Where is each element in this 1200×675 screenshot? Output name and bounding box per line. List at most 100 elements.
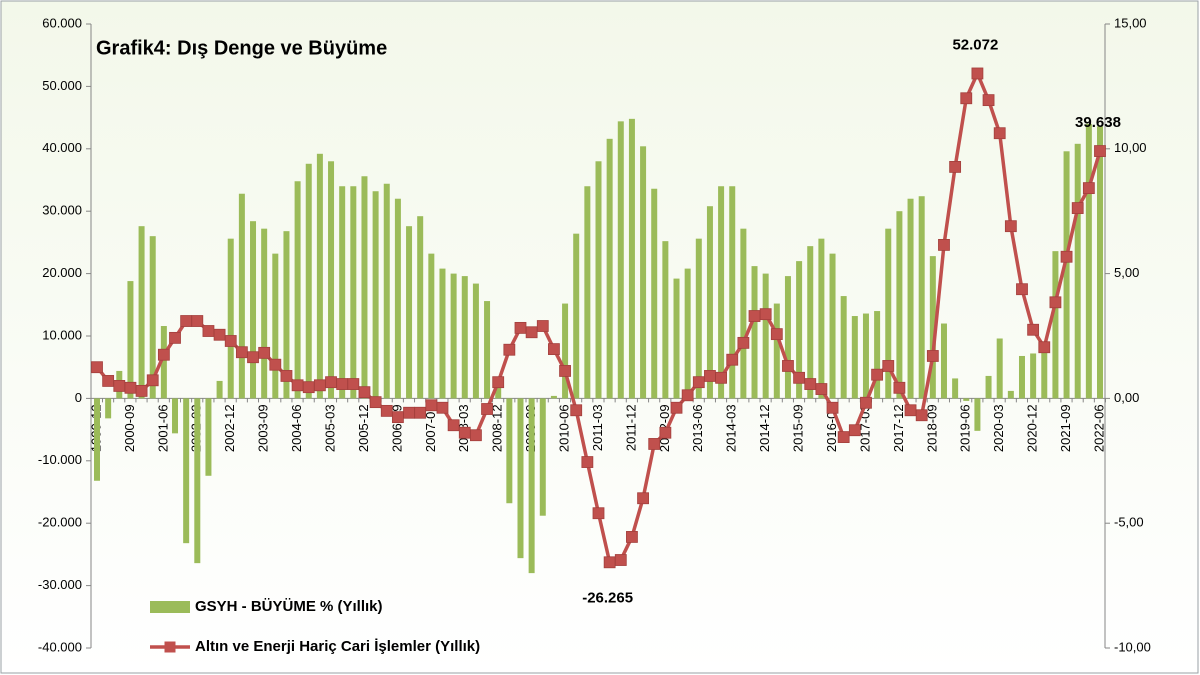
bar (528, 398, 535, 574)
bar (383, 183, 390, 399)
bar (539, 398, 546, 516)
line-marker (135, 385, 148, 397)
x-tick-label: 2021-09 (1058, 404, 1073, 452)
line-marker (347, 378, 360, 390)
bar (316, 153, 323, 399)
bar (1097, 126, 1103, 399)
bar (595, 161, 602, 399)
bar (372, 191, 379, 399)
bar (428, 253, 435, 399)
data-label: -26.265 (582, 589, 633, 606)
x-tick-label: 2004-06 (289, 404, 304, 452)
line-marker (670, 401, 683, 414)
line-marker (514, 321, 527, 334)
line-marker (258, 346, 271, 359)
bar (294, 181, 301, 399)
y-tick-label: 40.000 (42, 140, 82, 155)
bar (918, 196, 925, 399)
line-marker (982, 94, 995, 107)
bar (1030, 353, 1037, 399)
bar (450, 273, 457, 399)
line-marker (782, 360, 794, 372)
bar (1074, 143, 1081, 399)
line-marker (1027, 323, 1040, 336)
x-tick-label: 2008-12 (490, 404, 505, 452)
line-marker (938, 238, 950, 251)
y2-tick-label: 5,00 (1114, 265, 1139, 280)
y-tick-label: -30.000 (38, 577, 82, 592)
bar (1085, 123, 1092, 399)
bar (261, 228, 268, 399)
line-marker (804, 378, 817, 390)
y-tick-label: 20.000 (42, 265, 82, 280)
line-marker (1016, 283, 1028, 296)
line-marker (659, 426, 672, 439)
bar (573, 233, 580, 399)
y2-tick-label: -5,00 (1114, 515, 1144, 530)
line-marker (748, 310, 761, 322)
line-marker (915, 409, 928, 422)
bar (940, 323, 947, 399)
line-marker (637, 492, 649, 505)
bar (439, 268, 446, 399)
x-tick-label: 2015-09 (791, 404, 806, 452)
legend-label: Altın ve Enerji Hariç Cari İşlemler (Yıl… (195, 638, 480, 655)
bar (907, 198, 914, 399)
x-tick-label: 2007-06 (423, 404, 438, 452)
line-marker (737, 336, 750, 349)
line-marker (548, 343, 560, 356)
line-marker (102, 375, 115, 387)
line-marker (882, 360, 895, 372)
bar (829, 253, 836, 399)
bar (127, 281, 134, 399)
line-marker (726, 353, 739, 366)
line-marker (336, 378, 349, 390)
bar (461, 276, 468, 399)
line-marker (826, 401, 839, 414)
line-marker (157, 348, 170, 361)
bar (406, 226, 413, 399)
line-marker (525, 326, 538, 339)
bar (272, 253, 279, 399)
x-tick-label: 2017-12 (891, 404, 906, 452)
line-marker (124, 381, 137, 394)
line-marker (715, 371, 727, 384)
bar (194, 398, 201, 564)
bar (851, 316, 858, 399)
x-tick-label: 2001-06 (155, 404, 170, 452)
line-marker (1060, 250, 1073, 263)
bar (328, 161, 335, 399)
line-marker (458, 426, 471, 439)
x-tick-label: 2000-09 (122, 404, 137, 452)
x-tick-label: 2022-06 (1091, 404, 1106, 452)
bar (506, 398, 513, 504)
bar (706, 206, 713, 399)
line-marker (224, 335, 237, 347)
line-marker (503, 343, 516, 356)
line-marker (581, 456, 594, 468)
x-tick-label: 2005-03 (322, 404, 337, 452)
line-marker (169, 331, 181, 344)
line-marker (180, 315, 193, 327)
line-marker (993, 127, 1006, 140)
bar (974, 398, 981, 431)
bar (929, 256, 936, 399)
x-tick-label: 2011-03 (590, 404, 605, 451)
line-marker (358, 386, 371, 399)
line-marker (436, 401, 449, 414)
line-marker (1038, 341, 1051, 354)
bar (996, 338, 1003, 399)
line-marker (848, 424, 861, 437)
x-tick-label: 2020-03 (991, 404, 1006, 452)
y-tick-label: 10.000 (42, 327, 82, 342)
bar (1052, 251, 1059, 399)
x-tick-label: 2014-03 (724, 404, 739, 452)
x-tick-label: 2003-09 (256, 404, 271, 452)
bar (160, 326, 167, 399)
x-tick-label: 2002-12 (222, 404, 237, 452)
bar (617, 121, 624, 399)
bar (517, 398, 524, 559)
y2-tick-label: 10,00 (1114, 140, 1147, 155)
line-marker (960, 92, 973, 105)
line-marker (770, 328, 783, 341)
